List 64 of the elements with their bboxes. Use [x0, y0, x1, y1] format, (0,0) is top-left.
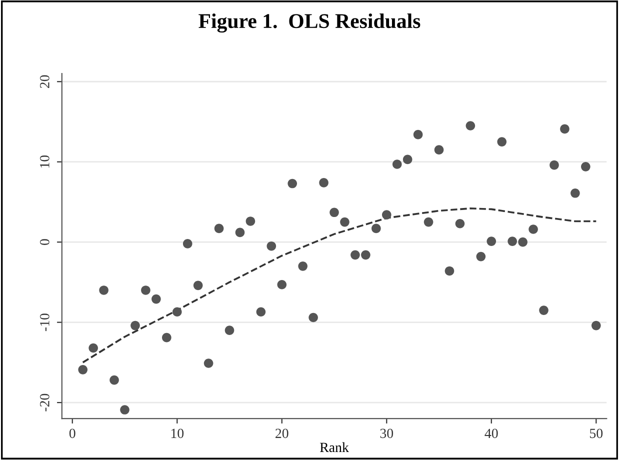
point	[476, 252, 486, 262]
point	[424, 217, 434, 227]
point	[193, 280, 203, 290]
x-tick-label: 50	[590, 428, 603, 438]
point	[486, 236, 496, 246]
point	[162, 332, 172, 342]
x-tick-label: 10	[171, 428, 184, 438]
x-tick-label: 20	[276, 428, 288, 438]
point	[130, 320, 140, 330]
point	[266, 241, 276, 251]
y-tick-label: 20	[40, 75, 50, 88]
point	[350, 250, 360, 260]
point	[120, 405, 130, 414]
point	[224, 326, 234, 336]
point	[88, 343, 98, 353]
point	[560, 124, 570, 134]
point	[402, 154, 412, 164]
y-tick-label: 10	[40, 155, 50, 168]
point	[528, 224, 538, 234]
point	[392, 160, 402, 169]
point	[497, 137, 507, 146]
point	[235, 228, 245, 238]
x-tick-label: 40	[484, 428, 498, 438]
point	[413, 130, 423, 140]
point	[455, 218, 465, 228]
point	[277, 280, 287, 290]
point	[99, 286, 108, 295]
point	[550, 160, 559, 170]
x-tick-label: 30	[380, 428, 394, 438]
point	[172, 307, 182, 317]
point	[570, 188, 580, 198]
point	[110, 375, 119, 385]
point	[204, 358, 214, 368]
point	[581, 162, 590, 172]
point	[288, 178, 298, 188]
point	[466, 121, 476, 130]
point	[444, 266, 454, 276]
point	[152, 294, 161, 304]
point	[319, 178, 328, 188]
point	[141, 286, 150, 295]
line-series	[82, 207, 598, 364]
x-tick-label: 0	[69, 428, 76, 438]
point	[382, 210, 392, 220]
point	[518, 237, 528, 247]
point	[372, 224, 381, 234]
point	[539, 306, 548, 315]
chart-title: Figure 1. OLS Residuals	[198, 13, 420, 33]
point	[508, 236, 517, 246]
point	[591, 320, 601, 330]
point	[78, 365, 88, 374]
point	[330, 208, 339, 218]
x-axis-title: Rank	[320, 442, 349, 452]
point	[214, 224, 224, 234]
y-tick-label: -10	[40, 314, 50, 332]
point	[340, 217, 350, 227]
y-tick-label: -20	[40, 394, 50, 412]
point	[256, 307, 266, 317]
point	[361, 250, 370, 260]
y-tick-label: 0	[40, 239, 50, 246]
point	[308, 312, 318, 322]
point	[298, 262, 308, 271]
point	[182, 239, 192, 248]
point	[434, 145, 444, 154]
point	[246, 216, 256, 226]
